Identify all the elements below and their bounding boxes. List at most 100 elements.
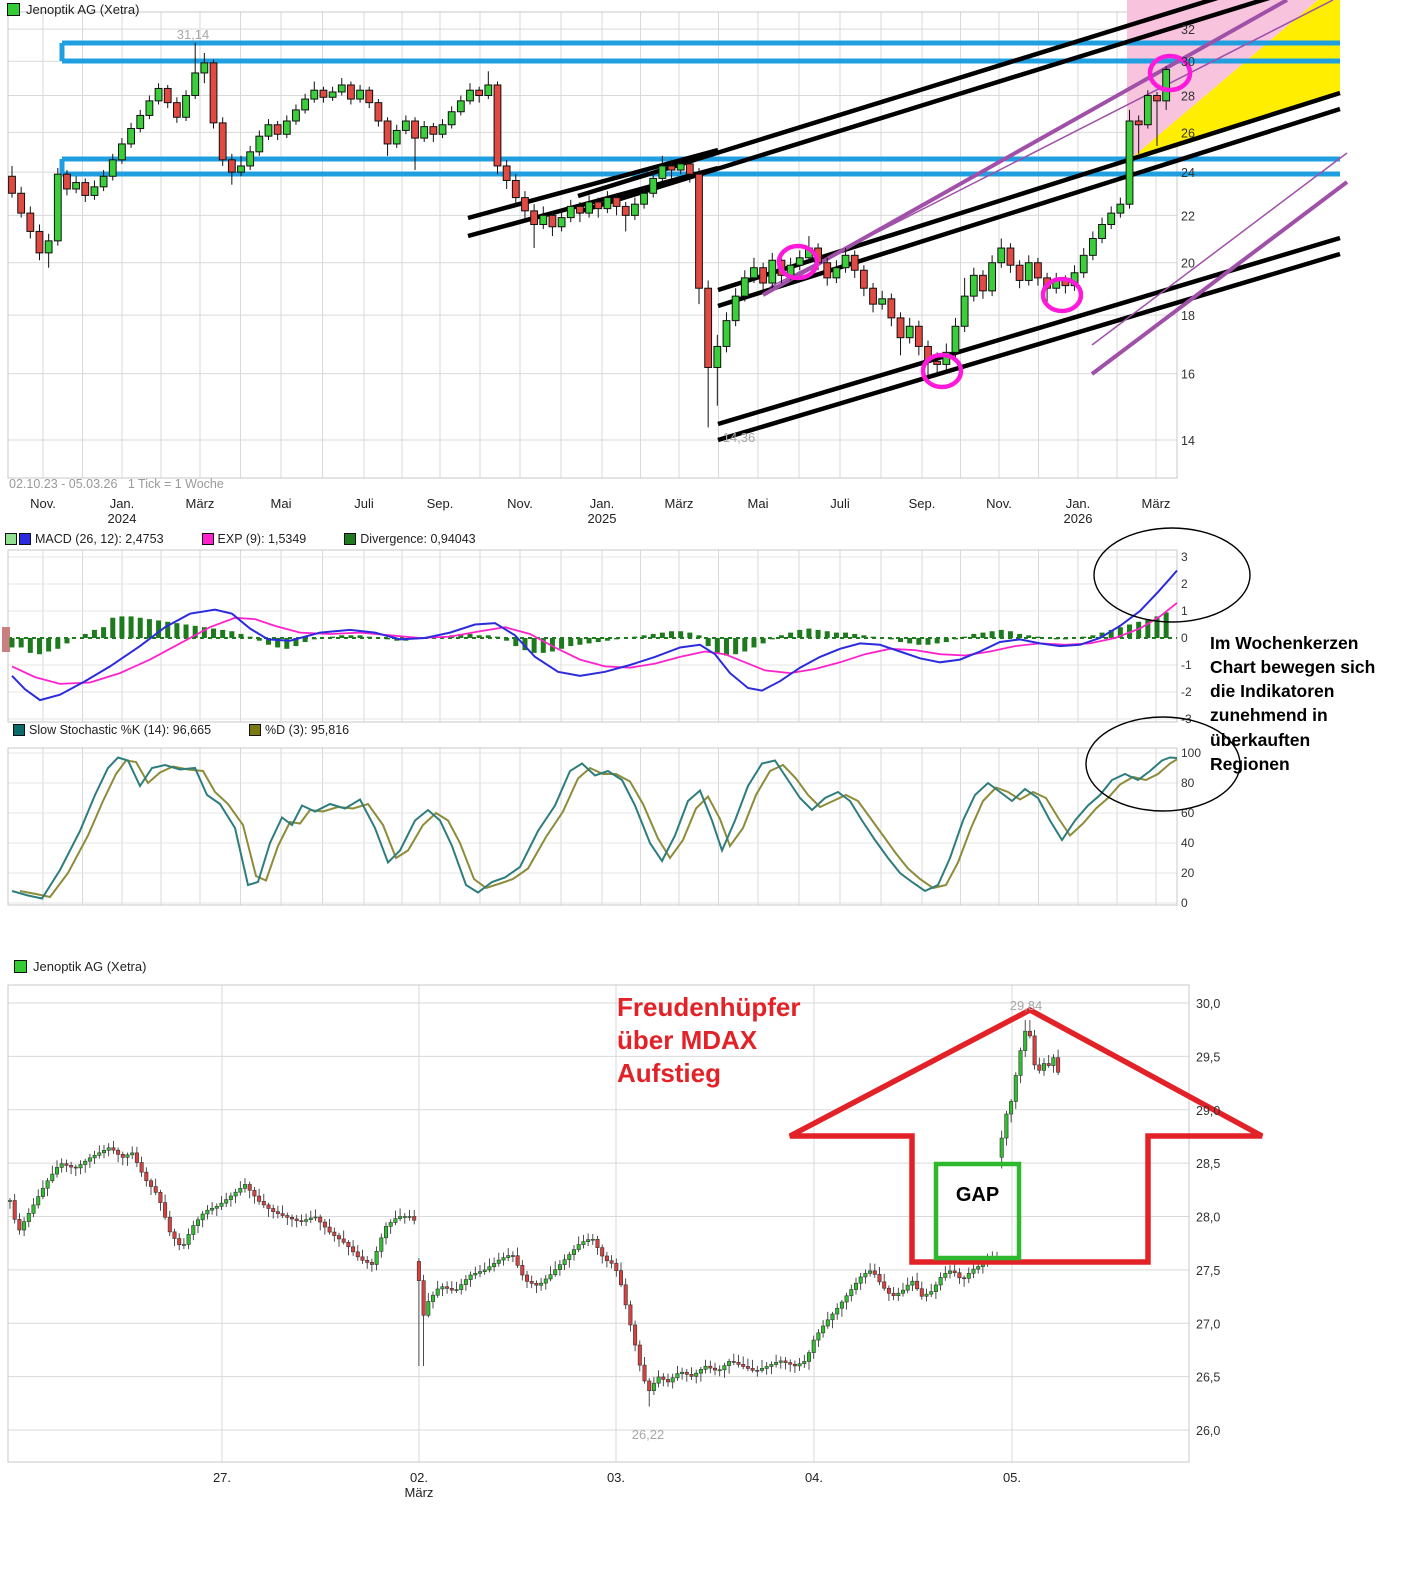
macd-histogram-bar [467,633,473,638]
candle-body [816,1332,821,1341]
candle-body [811,1339,816,1353]
candle-body [487,1266,492,1271]
macd-histogram-bar [9,638,15,648]
macd-histogram-bar [604,638,610,641]
candle-body [802,1361,807,1365]
candle-body [878,298,887,305]
candle-body [759,1368,764,1371]
month-axis-label: März [665,496,694,511]
purple-trend-line [1091,152,1348,346]
month-axis-sublabel: März [405,1485,434,1500]
candle-body [882,1281,887,1289]
candle-body [647,1380,652,1392]
candle-body [1116,203,1125,214]
macd-histogram-bar [165,621,171,638]
candle-body [640,192,648,205]
macd-histogram-bar [247,636,253,638]
month-axis-label: Jan. [110,496,135,511]
candle-body [658,165,667,179]
trend-channel-line [467,165,719,239]
candle-body [252,1189,257,1197]
candle-body [1015,264,1024,281]
macd-signal-line [11,602,1178,685]
candle-body [609,1260,614,1264]
candle-body [154,87,163,102]
candle-body [604,1255,609,1262]
candle-body [149,1180,154,1187]
month-axis-label: Nov. [507,496,533,511]
candle-body [92,1155,97,1159]
macd-histogram-bar [1035,636,1041,638]
macd-axis-tick-label: 2 [1181,577,1188,591]
candle-body [515,1255,520,1266]
candle-body [26,212,35,232]
candle-body [649,177,658,194]
range-info: 02.10.23 - 05.03.26 1 Tick = 1 Woche [9,477,224,491]
candle-body [839,1301,844,1309]
candle-body [8,175,16,194]
candle-body [12,1200,17,1220]
candle-body [835,1307,840,1315]
candle-body [543,1278,548,1284]
macd-histogram-bar [494,636,500,638]
candle-body [116,1149,121,1155]
macd-histogram-bar [952,638,958,640]
candle-body [219,1202,224,1207]
month-axis-label: Jan. [1066,496,1091,511]
macd-histogram-bar [192,625,198,638]
candle-body [708,1365,713,1369]
macd-histogram-bar [1081,636,1087,638]
stochastic-axis-tick-label: 40 [1181,836,1195,850]
price-axis-tick-label: 27,5 [1196,1264,1220,1278]
macd-histogram-bar [348,635,354,638]
candle-body [670,1377,675,1383]
month-axis-label: März [186,496,215,511]
price-axis-tick-label: 18 [1181,309,1195,323]
candle-body [988,262,997,292]
exp-legend-label: EXP (9): 1,5349 [217,532,307,546]
candle-body [78,1164,83,1169]
candle-body [590,1238,595,1241]
candle-body [576,1244,581,1250]
macd-histogram-bar [485,635,491,638]
candle-body [938,1277,943,1286]
candle-body [163,87,172,104]
candle-body [99,175,108,188]
price-axis-tick-label: 26,5 [1196,1371,1220,1385]
candle-body [997,247,1006,264]
candle-body [205,1209,210,1215]
macd-histogram-bar [1099,632,1105,638]
macd-histogram-bar [898,638,904,643]
candle-body [722,320,731,347]
macd-histogram-bar [980,632,986,638]
candle-body [163,1202,168,1218]
macd-legend-label: MACD (26, 12): 2,4753 [35,532,164,546]
candle-body [275,1211,280,1214]
macd-histogram-bar [1108,629,1114,638]
macd-histogram-bar [1007,631,1013,638]
trend-channel-line [717,235,1341,427]
candle-body [473,1273,478,1276]
price-axis-tick-label: 28,0 [1196,1211,1220,1225]
trend-channel-line [717,106,1341,309]
macd-histogram-bar [1145,619,1151,638]
candle-body [633,1324,638,1346]
candle-body [227,159,236,173]
candle-body [209,62,218,124]
candle-body [341,1238,346,1243]
macd-histogram-bar [357,635,363,638]
macd-histogram-bar [302,638,308,643]
price-axis-tick-label: 30,0 [1196,997,1220,1011]
candle-body [459,1284,464,1290]
macd-histogram-bar [549,638,555,652]
candle-body [416,1261,421,1281]
candle-body [289,1217,294,1220]
candle-body [1056,1057,1061,1073]
candle-body [727,1361,732,1366]
candle-body [755,1370,760,1372]
candle-body [200,1213,205,1221]
candle-body [144,1171,149,1182]
highlight-circle [1040,276,1084,314]
candle-body [651,1382,656,1392]
candle-body [656,1376,661,1384]
